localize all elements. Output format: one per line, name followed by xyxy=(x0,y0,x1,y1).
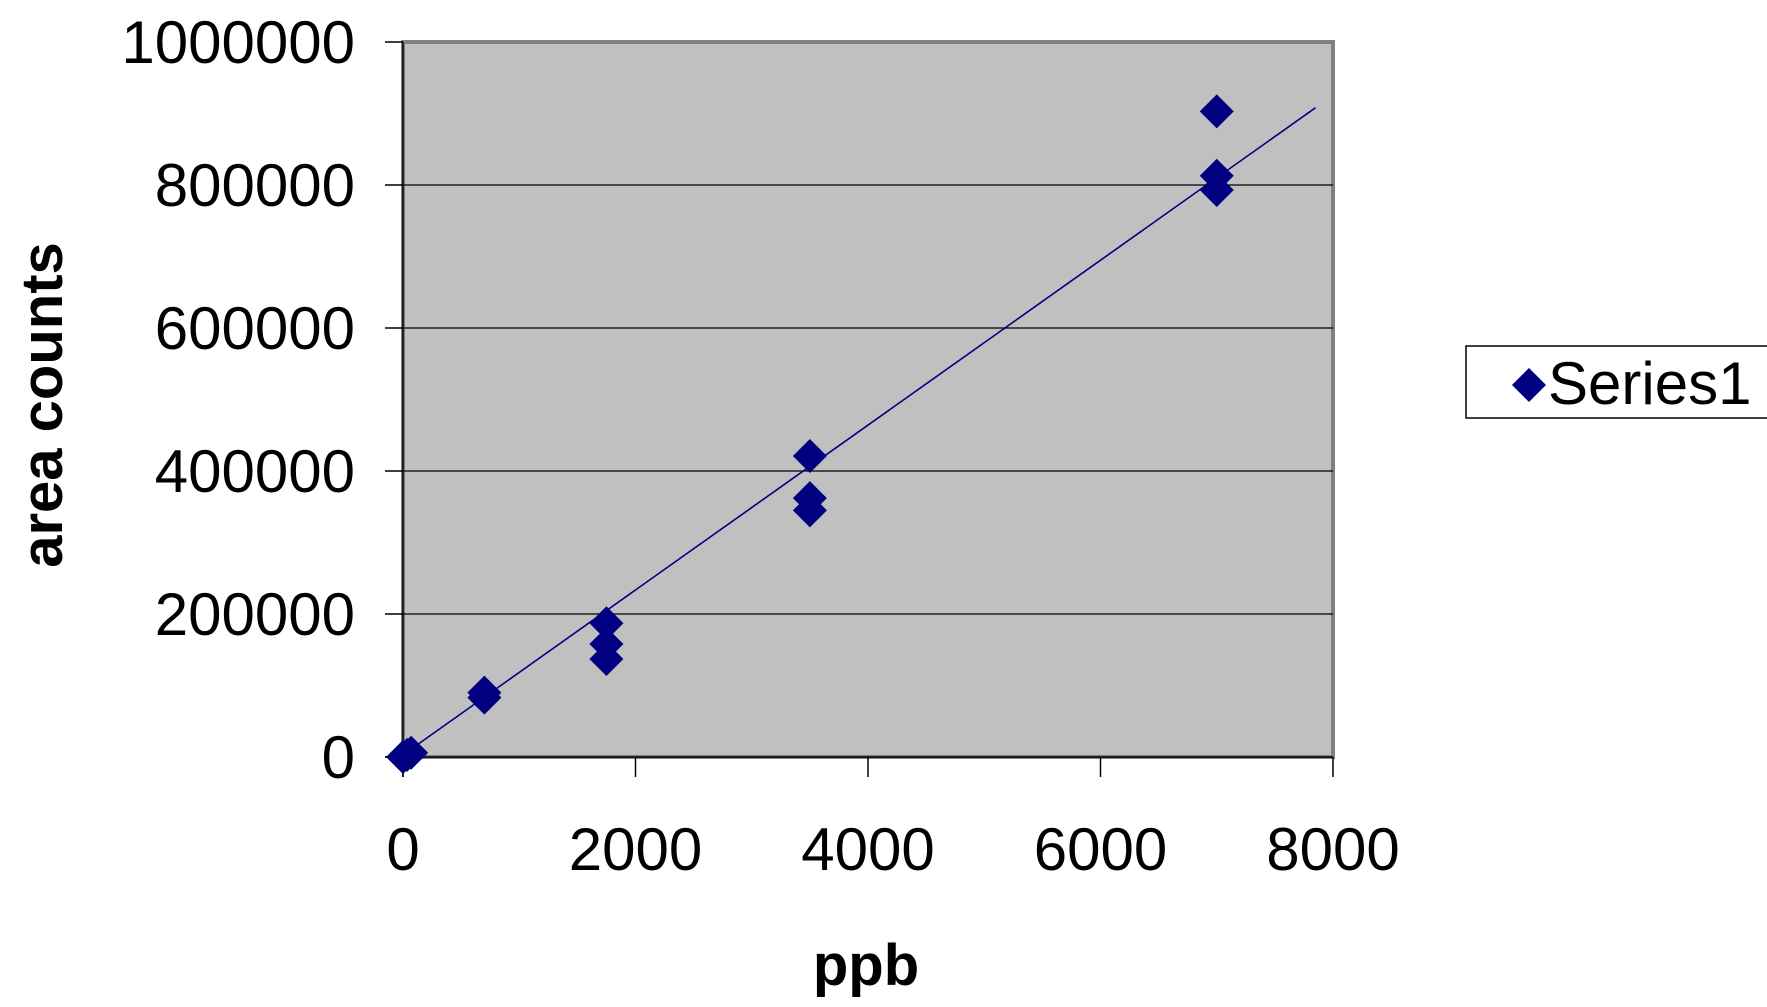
axes: 0 200000 400000 600000 800000 1000000 0 2000 400… xyxy=(121,9,1399,883)
y-tick-label-200000: 200000 xyxy=(155,581,355,648)
legend-label-series1: Series1 xyxy=(1548,350,1751,417)
trendline-layer xyxy=(402,107,1317,756)
y-tick-label-800000: 800000 xyxy=(155,152,355,219)
x-tick-label-0: 0 xyxy=(386,816,419,883)
data-point-3 xyxy=(394,735,429,770)
y-tick-label-0: 0 xyxy=(322,724,355,791)
plot-area xyxy=(401,40,1335,759)
x-tick-label-4000: 4000 xyxy=(801,816,934,883)
x-axis-title: ppb xyxy=(813,933,919,998)
data-point-11 xyxy=(792,438,827,473)
x-tick-label-6000: 6000 xyxy=(1034,816,1167,883)
data-point-10 xyxy=(792,481,827,516)
legend-marker xyxy=(1512,368,1546,402)
legend: Series1 xyxy=(1465,345,1767,419)
trendline xyxy=(402,107,1317,756)
data-point-13 xyxy=(1199,158,1234,193)
data-point-14 xyxy=(1199,94,1234,129)
data-points xyxy=(386,94,1234,774)
y-tick-label-600000: 600000 xyxy=(155,295,355,362)
x-tick-label-2000: 2000 xyxy=(569,816,702,883)
data-point-8 xyxy=(589,606,624,641)
y-tick-label-1000000: 1000000 xyxy=(121,9,355,76)
x-tick-label-8000: 8000 xyxy=(1266,816,1399,883)
y-axis-title: area counts xyxy=(10,242,75,568)
data-point-7 xyxy=(589,627,624,662)
y-tick-label-400000: 400000 xyxy=(155,438,355,505)
data-point-5 xyxy=(467,675,502,710)
gridlines xyxy=(403,184,1333,615)
